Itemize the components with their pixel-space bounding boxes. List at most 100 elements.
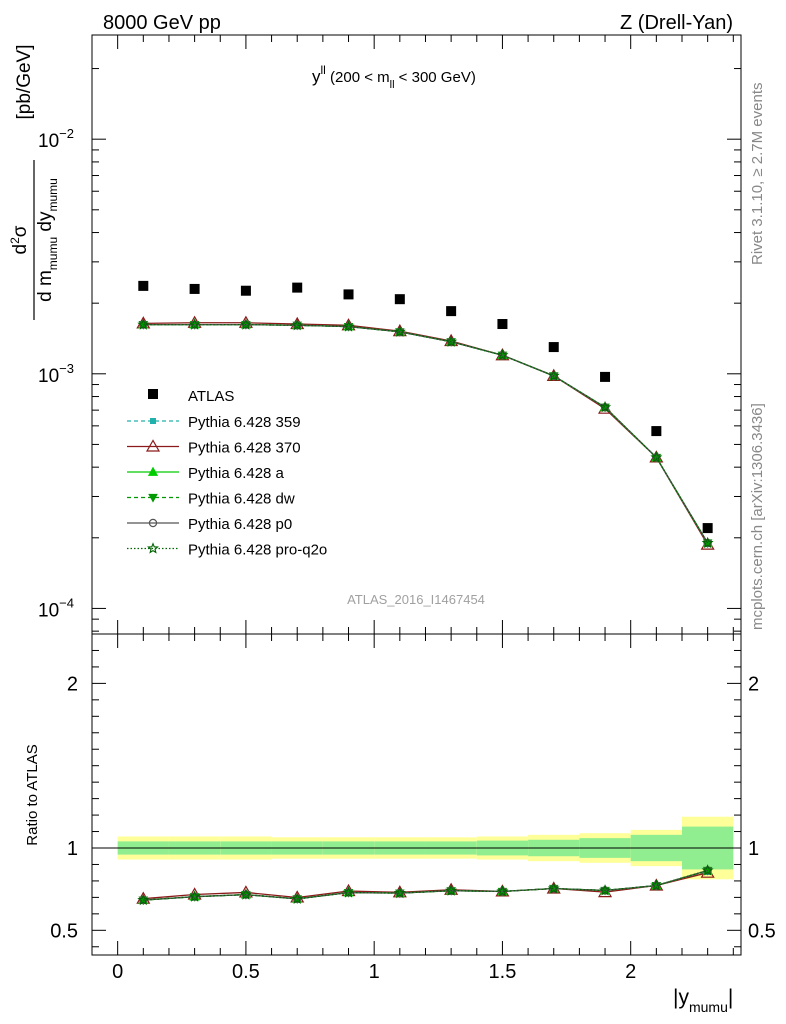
data-point: [292, 282, 303, 293]
data-point: [446, 306, 457, 317]
x-tick-label: 0.5: [232, 961, 260, 983]
ratio-point: [137, 893, 150, 906]
y-den-b-sub: mumu: [46, 178, 60, 211]
x-tick-label: 1.5: [489, 961, 517, 983]
ratio-point: [599, 884, 612, 896]
series-point: [650, 451, 663, 463]
series-line: [143, 323, 709, 545]
series-point: [496, 348, 509, 361]
legend-entry: Pythia 6.428 370: [127, 439, 301, 457]
data-point: [189, 283, 200, 294]
series-line: [143, 872, 708, 900]
mcplots-label: mcplots.cern.ch [arXiv:1306.3436]: [749, 403, 766, 630]
y-tick-base: 10: [38, 366, 59, 387]
ratio-point: [342, 886, 355, 898]
series-line: [143, 323, 709, 544]
legend-label: Pythia 6.428 359: [188, 414, 301, 431]
ratio-point: [547, 882, 560, 894]
series-point: [291, 318, 304, 331]
data-point: [497, 319, 508, 330]
ratio-point: [291, 892, 304, 904]
legend-marker: [148, 493, 158, 503]
legend-marker: [148, 518, 158, 528]
x-tick-label: 1: [369, 961, 380, 983]
y-den-a-sub: mumu: [46, 237, 60, 270]
y-den-a: d m: [35, 270, 56, 302]
ratio-series-1: [136, 865, 715, 904]
series-0: [140, 321, 711, 548]
legend-label: Pythia 6.428 a: [188, 465, 285, 482]
legend: ATLAS Pythia 6.428 359 Pythia 6.428 370 Py…: [127, 388, 327, 559]
header-left: 8000 GeV pp: [103, 12, 221, 34]
y-tick-exp: −3: [59, 361, 74, 376]
legend-label-atlas: ATLAS: [188, 388, 234, 405]
ratio-y-label: Ratio to ATLAS: [24, 744, 41, 845]
main-y-tick-labels: 10−210−310−4: [38, 126, 74, 621]
ratio-tick-label-right: 0.5: [748, 920, 776, 942]
series-point: [342, 320, 355, 332]
legend-entry: Pythia 6.428 359: [127, 414, 301, 431]
series-4: [139, 320, 712, 548]
series-point: [547, 369, 560, 381]
analysis-watermark: ATLAS_2016_I1467454: [347, 592, 485, 607]
ratio-point: [239, 888, 252, 900]
data-point: [394, 294, 405, 305]
series-2: [138, 319, 713, 547]
legend-entry-atlas: ATLAS: [148, 388, 234, 405]
header-right: Z (Drell-Yan): [620, 12, 733, 34]
legend-marker: [150, 418, 156, 424]
data-point: [600, 371, 611, 382]
ratio-series-0: [140, 868, 711, 904]
series-line: [143, 323, 709, 544]
y-num-sup: 2: [8, 237, 22, 244]
ratio-series-5: [137, 864, 714, 906]
ratio-point: [701, 864, 714, 876]
chart-title: yll (200 < mll < 300 GeV): [312, 63, 476, 91]
series-point: [701, 536, 714, 549]
y-tick-label: 10−4: [38, 595, 74, 621]
title-main: y: [312, 67, 321, 86]
x-tick-label: 0: [112, 961, 123, 983]
x-label-sub: mumu: [689, 999, 728, 1015]
ratio-tick-label-right: 1: [748, 838, 759, 860]
y-tick-label: 10−3: [38, 361, 74, 387]
ratio-point: [445, 884, 458, 896]
series-line: [143, 869, 708, 901]
y-den-b: dy: [35, 211, 56, 237]
ratio-tick-label-right: 2: [748, 673, 759, 695]
data-point: [240, 285, 251, 296]
y-label-numerator: d2σ: [8, 225, 31, 254]
y-tick-exp: −2: [59, 126, 74, 141]
series-5: [137, 318, 714, 549]
ratio-tick-label-left: 1: [67, 838, 78, 860]
legend-marker: [147, 542, 159, 554]
legend-label: Pythia 6.428 dw: [188, 491, 295, 508]
ratio-y-tick-labels: 0.5 0.5 1 1 2 2: [50, 673, 776, 942]
y-tick-exp: −4: [59, 595, 74, 610]
series-point: [393, 325, 406, 337]
y-num-main: d: [10, 244, 31, 255]
ratio-series-2: [138, 865, 713, 904]
legend-marker: [147, 466, 159, 476]
series-3: [138, 321, 713, 549]
x-axis-label: |ymumu|: [673, 986, 733, 1015]
y-tick-base: 10: [38, 600, 59, 621]
y-tick-base: 10: [38, 131, 59, 152]
legend-entry: Pythia 6.428 p0: [127, 516, 292, 533]
ratio-tick-label-left: 2: [67, 673, 78, 695]
series-line: [143, 323, 709, 544]
x-tick-labels: 0 0.5 1 1.5 2: [112, 961, 636, 983]
ratio-point: [188, 890, 201, 902]
x-label-close: |: [728, 986, 733, 1009]
legend-entry: Pythia 6.428 pro-q2o: [127, 542, 327, 559]
series-point: [137, 318, 150, 330]
legend-label: Pythia 6.428 pro-q2o: [188, 542, 327, 559]
data-point: [651, 426, 662, 437]
ratio-axis-ticks: [91, 634, 741, 955]
legend-label: Pythia 6.428 370: [188, 440, 301, 457]
ratio-series-4: [139, 866, 712, 905]
ratio-point: [650, 879, 663, 891]
legend-marker: [145, 439, 161, 452]
legend-label: Pythia 6.428 p0: [188, 516, 292, 533]
